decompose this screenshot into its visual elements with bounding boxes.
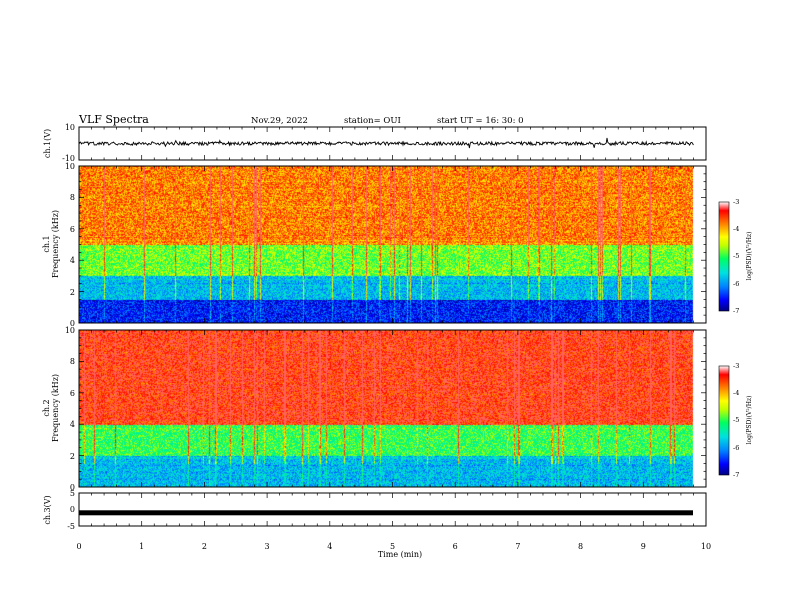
ch3-waveform-panel: 5 0 -5 ch.3(V) <box>43 489 707 531</box>
ch3-wave-tick-top: 5 <box>70 489 75 498</box>
colorbar-2-tick-m7: -7 <box>733 471 739 479</box>
ch1-wave-ylabel: ch.1(V) <box>43 129 52 158</box>
x-tick-6: 6 <box>453 542 458 551</box>
ch1-wave-tick-top: 10 <box>65 123 75 132</box>
ch3-wave-ylabel: ch.3(V) <box>43 495 52 524</box>
ch3-waveform-line <box>79 510 693 516</box>
x-tick-3: 3 <box>265 542 270 551</box>
date-label: Nov.29, 2022 <box>251 116 308 126</box>
colorbar-2-tick-m5: -5 <box>733 416 739 424</box>
x-tick-8: 8 <box>578 542 583 551</box>
colorbar-1-tick-m6: -6 <box>733 280 739 288</box>
ch1-freq-tick-2: 2 <box>70 288 75 297</box>
ch2-spec-ylabel-channel: ch.2 <box>42 399 51 416</box>
figure-title: VLF Spectra <box>78 113 149 126</box>
axis-tick-marks <box>78 127 707 526</box>
ch1-spectrogram-image <box>79 166 706 323</box>
colorbar-1: -3 -4 -5 -6 -7 log(PSD)(V²/Hz) <box>718 198 753 315</box>
colorbar-1-tick-m3: -3 <box>733 198 739 206</box>
colorbar-2-tick-m6: -6 <box>733 444 739 452</box>
colorbar-1-tick-m7: -7 <box>733 307 739 315</box>
colorbar-2-tick-m3: -3 <box>733 362 739 370</box>
ch2-freq-tick-2: 2 <box>70 452 75 461</box>
ch1-freq-tick-10: 10 <box>65 162 75 171</box>
x-tick-4: 4 <box>327 542 332 551</box>
x-tick-0: 0 <box>76 542 81 551</box>
colorbar-2-tick-m4: -4 <box>733 389 739 397</box>
x-axis: 0 1 2 3 4 5 6 7 8 9 10 Time (min) <box>76 542 711 559</box>
station-label: station= OUI <box>344 116 401 126</box>
colorbar-2: -3 -4 -5 -6 -7 log(PSD)(V²/Hz) <box>718 362 753 479</box>
ch2-spec-ylabel-frequency: Frequency (kHz) <box>51 374 60 442</box>
ch2-spectrogram-image <box>79 330 706 487</box>
ch2-freq-tick-4: 4 <box>70 420 75 429</box>
ch2-spectrogram-panel: 10 8 6 4 2 0 ch.2 Frequency (kHz) <box>42 326 707 492</box>
ch1-wave-tick-bottom: -10 <box>62 154 75 163</box>
start-time-label: start UT = 16: 30: 0 <box>437 116 524 126</box>
x-axis-label: Time (min) <box>378 550 422 559</box>
colorbar-1-frame <box>718 201 730 312</box>
x-tick-9: 9 <box>641 542 646 551</box>
colorbar-1-tick-m5: -5 <box>733 252 739 260</box>
ch1-freq-tick-0: 0 <box>70 319 75 328</box>
x-tick-1: 1 <box>139 542 144 551</box>
ch1-spectrogram-panel: 10 8 6 4 2 0 ch.1 Frequency (kHz) <box>42 162 707 328</box>
colorbar-1-tick-m4: -4 <box>733 225 739 233</box>
ch2-freq-tick-8: 8 <box>70 357 75 366</box>
ch2-freq-tick-6: 6 <box>70 389 75 398</box>
colorbar-2-label: log(PSD)(V²/Hz) <box>746 396 753 445</box>
colorbar-1-gradient <box>719 202 729 311</box>
ch1-spec-ylabel-channel: ch.1 <box>42 235 51 252</box>
ch1-freq-tick-8: 8 <box>70 193 75 202</box>
x-tick-2: 2 <box>202 542 207 551</box>
x-tick-5: 5 <box>390 542 395 551</box>
ch1-freq-tick-6: 6 <box>70 225 75 234</box>
ch1-waveform-line <box>78 137 694 149</box>
x-tick-10: 10 <box>701 542 711 551</box>
colorbar-2-gradient <box>719 366 729 475</box>
ch1-freq-tick-4: 4 <box>70 256 75 265</box>
colorbar-1-label: log(PSD)(V²/Hz) <box>746 232 753 281</box>
ch1-spec-ylabel-frequency: Frequency (kHz) <box>51 210 60 278</box>
ch1-waveform-panel: 10 -10 ch.1(V) <box>43 123 707 163</box>
colorbar-2-frame <box>718 365 730 476</box>
ch3-wave-tick-mid: 0 <box>70 505 75 514</box>
ch2-freq-tick-10: 10 <box>65 326 75 335</box>
ch3-wave-tick-bottom: -5 <box>67 522 75 531</box>
ch2-freq-tick-0: 0 <box>70 483 75 492</box>
x-tick-7: 7 <box>515 542 520 551</box>
